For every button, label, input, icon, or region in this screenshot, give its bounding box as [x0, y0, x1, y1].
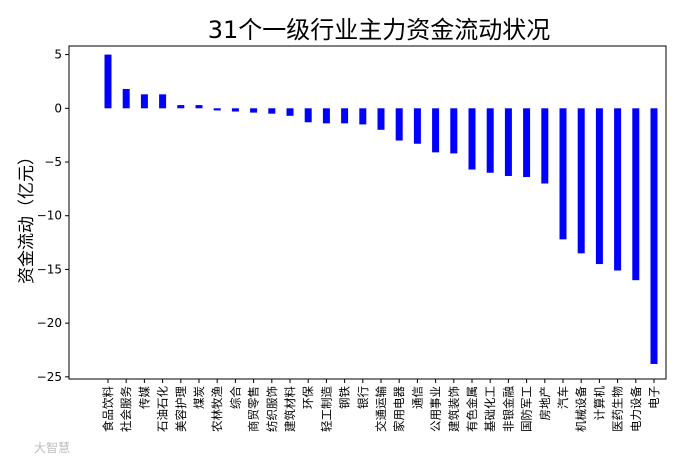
x-tick-label-通信: 通信 [410, 386, 424, 409]
bar-机械设备 [577, 108, 585, 254]
x-tick-label-银行: 银行 [356, 386, 370, 409]
x-ticks-group: 食品饮料 社会服务 传媒 石油石化 美容护理 煤炭 农林牧渔 综合 商贸零售 纺织服饰 建筑材料 环保… [101, 379, 661, 432]
bar-电力设备 [632, 108, 640, 281]
x-tick-label-钢铁: 钢铁 [338, 386, 352, 409]
bar-有色金属 [468, 108, 476, 170]
x-tick-label-汽车: 汽车 [556, 386, 570, 409]
x-tick-label-家用电器: 家用电器 [392, 386, 406, 432]
x-tick-label-综合: 综合 [228, 386, 242, 409]
bar-石油石化 [159, 94, 167, 109]
bar-通信 [413, 108, 421, 144]
plot-frame [68, 45, 667, 380]
bar-社会服务 [122, 88, 130, 109]
bar-家用电器 [395, 108, 403, 141]
bar-电子 [650, 108, 658, 364]
x-tick-label-食品饮料: 食品饮料 [101, 386, 115, 432]
bar-煤炭 [195, 105, 203, 109]
x-tick-label-建筑材料: 建筑材料 [283, 386, 297, 432]
bar-钢铁 [341, 108, 349, 124]
bar-美容护理 [177, 105, 185, 109]
x-tick-label-电力设备: 电力设备 [629, 386, 643, 432]
bar-计算机 [595, 108, 603, 265]
bar-纺织服饰 [268, 108, 276, 114]
x-tick-label-交通运输: 交通运输 [374, 386, 388, 432]
x-tick-label-轻工制造: 轻工制造 [319, 386, 333, 432]
bar-商贸零售 [250, 108, 258, 113]
x-tick-label-煤炭: 煤炭 [192, 386, 206, 409]
y-tick-label: −15 [37, 262, 62, 276]
x-tick-label-国防军工: 国防军工 [520, 386, 534, 432]
x-tick-label-基础化工: 基础化工 [483, 386, 497, 432]
x-tick-label-农林牧渔: 农林牧渔 [210, 386, 224, 432]
bar-传媒 [140, 94, 148, 109]
bar-非银金融 [504, 108, 512, 176]
bar-建筑材料 [286, 108, 294, 116]
bar-综合 [231, 108, 239, 112]
x-tick-label-美容护理: 美容护理 [174, 386, 188, 432]
watermark-text: 大智慧 [34, 440, 70, 455]
y-tick-label: 5 [54, 48, 62, 62]
y-tick-label: 0 [54, 101, 62, 115]
bar-基础化工 [486, 108, 494, 173]
x-tick-label-有色金属: 有色金属 [465, 386, 479, 432]
x-tick-label-公用事业: 公用事业 [429, 386, 443, 432]
y-ticks-group: 5 0 −5 −10 −15 −20 −25 [37, 48, 69, 384]
bar-轻工制造 [322, 108, 330, 124]
y-tick-label: −25 [37, 370, 62, 384]
x-tick-label-石油石化: 石油石化 [156, 386, 170, 432]
bar-食品饮料 [104, 54, 112, 109]
bar-建筑装饰 [450, 108, 458, 154]
chart-title: 31个一级行业主力资金流动状况 [208, 16, 551, 44]
bar-交通运输 [377, 108, 385, 130]
bar-医药生物 [614, 108, 622, 271]
x-tick-label-纺织服饰: 纺织服饰 [265, 386, 279, 432]
bar-农林牧渔 [213, 108, 221, 111]
x-tick-label-非银金融: 非银金融 [501, 386, 515, 432]
x-tick-label-电子: 电子 [647, 386, 661, 409]
x-tick-label-建筑装饰: 建筑装饰 [447, 386, 461, 432]
x-tick-label-环保: 环保 [301, 386, 315, 409]
x-tick-label-计算机: 计算机 [592, 386, 606, 421]
x-tick-label-传媒: 传媒 [137, 386, 151, 409]
x-tick-label-商贸零售: 商贸零售 [247, 386, 261, 432]
bar-国防军工 [523, 108, 531, 178]
bars-group [104, 54, 658, 364]
x-tick-label-医药生物: 医药生物 [611, 386, 625, 432]
bar-汽车 [559, 108, 567, 240]
bar-环保 [304, 108, 312, 123]
y-tick-label: −5 [44, 155, 62, 169]
y-tick-label: −10 [37, 209, 62, 223]
bar-公用事业 [432, 108, 440, 153]
y-tick-label: −20 [37, 316, 62, 330]
x-tick-label-社会服务: 社会服务 [119, 386, 133, 432]
y-axis-label: 资金流动（亿元） [17, 148, 37, 284]
x-tick-label-机械设备: 机械设备 [574, 386, 588, 432]
bar-房地产 [541, 108, 549, 184]
x-tick-label-房地产: 房地产 [538, 386, 552, 421]
bar-银行 [359, 108, 367, 125]
